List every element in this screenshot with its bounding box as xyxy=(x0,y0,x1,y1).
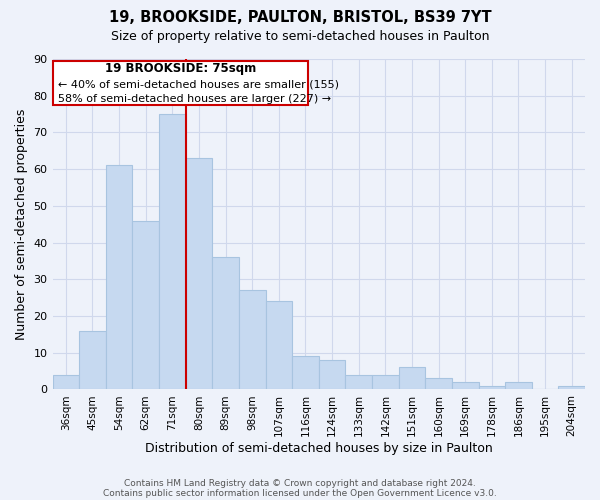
Bar xyxy=(505,382,532,390)
Bar xyxy=(53,375,79,390)
Bar xyxy=(292,356,319,390)
Bar xyxy=(479,386,505,390)
Text: 19 BROOKSIDE: 75sqm: 19 BROOKSIDE: 75sqm xyxy=(105,62,256,74)
Bar xyxy=(372,375,398,390)
Text: ← 40% of semi-detached houses are smaller (155): ← 40% of semi-detached houses are smalle… xyxy=(58,80,339,90)
Text: 19, BROOKSIDE, PAULTON, BRISTOL, BS39 7YT: 19, BROOKSIDE, PAULTON, BRISTOL, BS39 7Y… xyxy=(109,10,491,25)
X-axis label: Distribution of semi-detached houses by size in Paulton: Distribution of semi-detached houses by … xyxy=(145,442,493,455)
Bar xyxy=(79,330,106,390)
Bar xyxy=(185,158,212,390)
Text: Contains HM Land Registry data © Crown copyright and database right 2024.: Contains HM Land Registry data © Crown c… xyxy=(124,478,476,488)
Text: Size of property relative to semi-detached houses in Paulton: Size of property relative to semi-detach… xyxy=(111,30,489,43)
Bar xyxy=(559,386,585,390)
FancyBboxPatch shape xyxy=(53,61,308,105)
Bar xyxy=(425,378,452,390)
Bar xyxy=(398,368,425,390)
Bar xyxy=(239,290,266,390)
Y-axis label: Number of semi-detached properties: Number of semi-detached properties xyxy=(15,108,28,340)
Bar xyxy=(159,114,185,390)
Bar xyxy=(452,382,479,390)
Bar xyxy=(106,166,133,390)
Bar xyxy=(212,258,239,390)
Text: 58% of semi-detached houses are larger (227) →: 58% of semi-detached houses are larger (… xyxy=(58,94,331,104)
Bar xyxy=(133,220,159,390)
Text: Contains public sector information licensed under the Open Government Licence v3: Contains public sector information licen… xyxy=(103,488,497,498)
Bar xyxy=(346,375,372,390)
Bar xyxy=(266,302,292,390)
Bar xyxy=(319,360,346,390)
